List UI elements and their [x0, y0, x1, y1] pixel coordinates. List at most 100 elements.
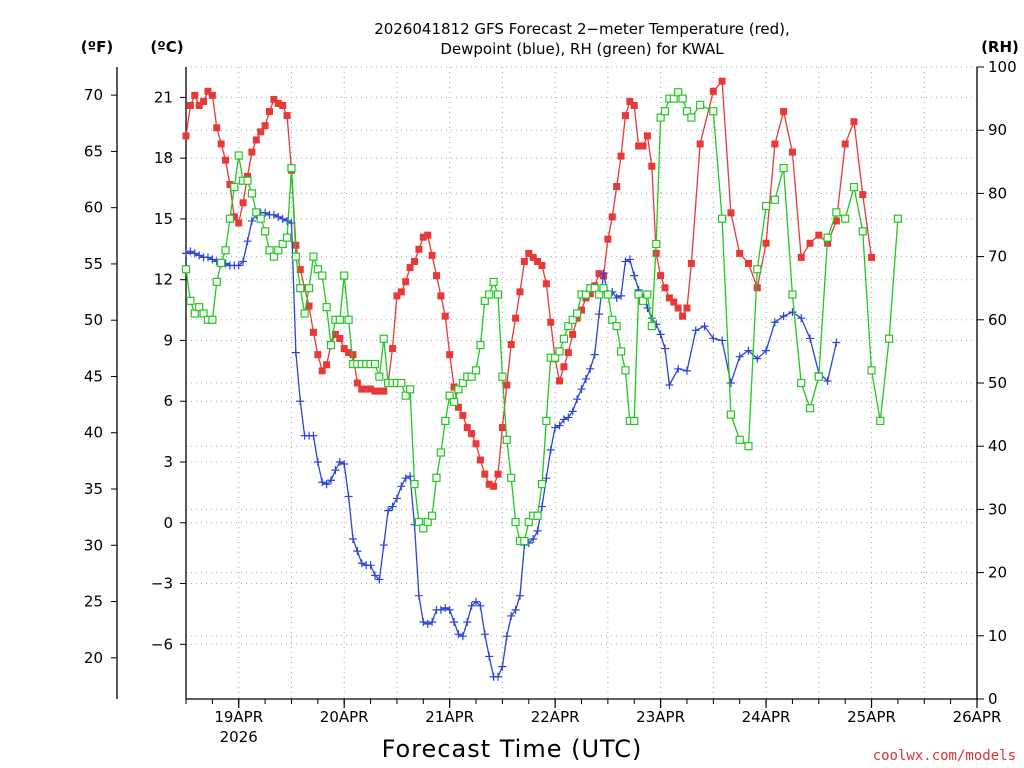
rh-point [621, 366, 630, 375]
dewpoint-point [617, 291, 626, 300]
temperature-point [314, 351, 322, 359]
rh-point [296, 284, 305, 293]
dewpoint-point [182, 249, 190, 258]
dewpoint-point [744, 346, 753, 355]
dewpoint-point [239, 257, 248, 266]
rh-point [252, 208, 261, 217]
rh-point [309, 252, 318, 261]
dewpoint-point [458, 632, 467, 641]
dewpoint-point [274, 212, 283, 221]
rh-point [568, 315, 577, 324]
rh-tick-label: 50 [988, 374, 1007, 392]
temperature-point [503, 381, 511, 389]
temperature-point [476, 456, 484, 464]
rh-point [313, 265, 322, 274]
temperature-point [265, 108, 273, 116]
dewpoint-point [542, 474, 551, 483]
rh-tick-label: 70 [988, 248, 1007, 266]
dewpoint-point [366, 561, 375, 570]
dewpoint-point [428, 618, 437, 627]
dewpoint-point [507, 611, 516, 620]
temperature-point [441, 312, 449, 320]
dewpoint-point [823, 376, 832, 385]
dewpoint-point [195, 251, 204, 260]
rh-point [779, 164, 788, 173]
dewpoint-point [296, 397, 305, 406]
temperature-point [542, 280, 550, 288]
rh-point [326, 340, 336, 350]
temperature-point [665, 294, 673, 302]
fahrenheit-tick-label: 30 [84, 536, 103, 554]
rh-point [190, 309, 199, 318]
fahrenheit-tick-label: 45 [84, 367, 103, 385]
rh-point [537, 480, 547, 489]
fahrenheit-tick-label: 55 [84, 255, 103, 273]
dewpoint-point [599, 269, 608, 278]
temperature-point [454, 403, 462, 411]
rh-point [458, 378, 467, 388]
dewpoint-point [445, 605, 454, 614]
rh-point [436, 448, 445, 457]
dewpoint-point [327, 476, 336, 485]
rh-point [814, 372, 823, 381]
temperature-point [516, 288, 524, 296]
rh-point [603, 290, 612, 299]
fahrenheit-tick-label: 35 [84, 480, 103, 498]
temperature-point [556, 377, 564, 385]
rh-point [559, 334, 569, 343]
celsius-tick-label: 6 [163, 392, 173, 410]
rh-point [643, 290, 652, 299]
temperature-point [547, 318, 555, 326]
temperature-point [393, 292, 401, 300]
rh-point [225, 214, 235, 223]
celsius-tick-label: 3 [163, 453, 173, 471]
rh-point [217, 258, 226, 268]
dewpoint-point [186, 247, 195, 256]
temperature-point [815, 231, 823, 239]
dewpoint-point [577, 385, 586, 394]
rh-point [318, 271, 327, 280]
temperature-point [718, 77, 726, 85]
rh-point [247, 189, 257, 198]
rh-point [542, 416, 551, 426]
temperature-point [463, 424, 471, 432]
dewpoint-point [357, 559, 366, 568]
temperature-point [195, 101, 203, 109]
dewpoint-point [726, 379, 735, 387]
dewpoint-point [643, 304, 652, 313]
rh-point [489, 277, 498, 286]
dewpoint-point [397, 482, 406, 491]
rh-tick-label: 20 [988, 564, 1007, 582]
temperature-point [226, 180, 234, 188]
dewpoint-point [406, 472, 415, 481]
temperature-line [185, 79, 873, 488]
rh-point [744, 442, 753, 451]
temperature-point [569, 330, 577, 338]
dewpoint-point [340, 460, 349, 469]
rh-point [608, 315, 617, 324]
rh-tick-label: 40 [988, 437, 1007, 455]
temperature-point [661, 284, 669, 292]
temperature-point [432, 272, 440, 280]
celsius-tick-label: 18 [154, 149, 173, 167]
temperature-point [679, 312, 687, 320]
dewpoint-point [234, 261, 243, 270]
x-tick-label: 19APR [214, 708, 263, 726]
temperature-point [411, 257, 419, 265]
temperature-point [670, 298, 678, 306]
rh-point [564, 322, 573, 331]
rh-unit-label: (RH) [981, 38, 1019, 56]
rh-point [498, 372, 507, 381]
dewpoint-point [392, 494, 401, 503]
fahrenheit-tick-label: 20 [84, 649, 103, 667]
x-tick-label: 26APR [953, 708, 1002, 726]
rh-point [832, 208, 841, 217]
rh-point [414, 517, 424, 527]
dewpoint-point [551, 423, 560, 432]
temperature-point [485, 480, 493, 488]
rh-point [274, 246, 283, 255]
dewpoint-point [419, 618, 428, 627]
dewpoint-point [612, 293, 621, 302]
rh-point [304, 284, 314, 293]
rh-point [243, 176, 252, 185]
